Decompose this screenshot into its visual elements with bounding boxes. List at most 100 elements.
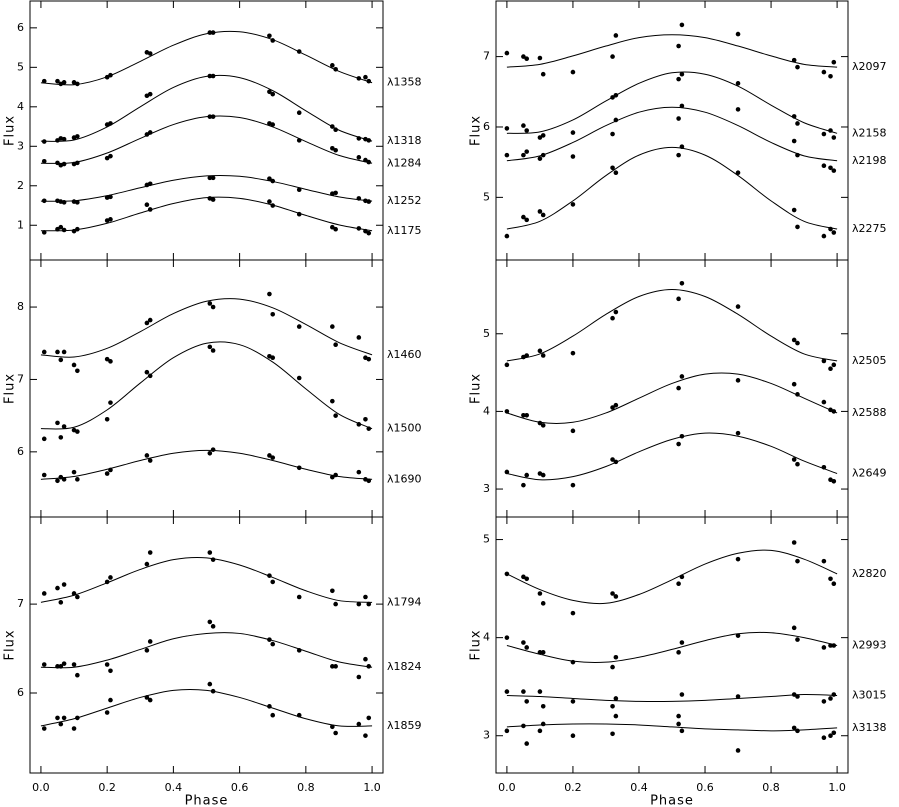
data-point [356, 469, 362, 475]
data-point [333, 664, 338, 669]
data-point [41, 591, 47, 596]
data-point [55, 420, 60, 426]
data-point [795, 340, 800, 346]
data-point [521, 214, 526, 220]
data-point [104, 710, 110, 715]
data-point [270, 355, 276, 361]
fit-curve [506, 288, 838, 362]
data-point [613, 402, 619, 408]
data-point [504, 126, 510, 131]
data-point [828, 696, 833, 701]
data-point [356, 155, 362, 160]
data-point [795, 64, 800, 70]
data-point [356, 136, 362, 141]
data-point [61, 424, 67, 429]
data-point [270, 311, 276, 317]
data-point [679, 728, 685, 734]
data-point [504, 728, 510, 734]
data-point [144, 132, 150, 137]
data-point [210, 175, 216, 181]
data-point [356, 76, 362, 81]
data-point [207, 114, 213, 119]
data-point [791, 114, 797, 119]
data-point [613, 170, 619, 176]
data-point [504, 409, 510, 414]
data-point [270, 203, 276, 208]
data-point [828, 165, 833, 171]
data-point [75, 81, 80, 87]
data-point [521, 152, 526, 158]
data-point [75, 477, 80, 482]
y-tick-label: 5 [483, 533, 490, 546]
data-point [61, 80, 67, 85]
data-point [75, 429, 80, 434]
fit-curve [40, 632, 373, 669]
data-point [296, 324, 302, 329]
data-point [61, 136, 67, 142]
data-point [147, 51, 153, 56]
panel-frame [29, 0, 384, 261]
data-point [296, 375, 302, 381]
data-point [676, 296, 681, 302]
fit-curve [40, 341, 373, 430]
y-axis-label: Flux [3, 629, 18, 660]
data-point [828, 366, 833, 372]
data-point [104, 471, 110, 476]
y-tick-label: 4 [17, 100, 24, 113]
fit-curve [506, 34, 838, 68]
data-point [676, 650, 681, 655]
data-point [207, 175, 213, 181]
data-point [270, 455, 276, 460]
data-point [210, 348, 216, 353]
data-point [821, 69, 827, 75]
data-point [147, 639, 153, 644]
data-point [570, 610, 576, 616]
data-point [147, 181, 153, 187]
data-point [207, 344, 213, 350]
data-point [147, 458, 153, 463]
data-point [363, 228, 368, 234]
data-point [524, 412, 530, 418]
data-point [363, 74, 368, 80]
data-point [104, 662, 110, 667]
fit-curve [506, 694, 838, 703]
data-point [207, 450, 213, 456]
y-tick-label: 7 [483, 50, 490, 63]
data-point [366, 78, 372, 84]
data-point [41, 349, 47, 355]
data-point [679, 144, 685, 149]
data-point [104, 416, 110, 422]
data-point [821, 645, 827, 650]
data-point [828, 643, 833, 648]
data-point [108, 121, 113, 126]
data-point [540, 423, 546, 428]
data-point [41, 472, 47, 478]
data-point [610, 54, 615, 59]
data-point [41, 726, 47, 731]
data-point [366, 356, 372, 362]
data-point [613, 594, 619, 599]
data-point [270, 178, 276, 184]
data-point [270, 38, 276, 43]
data-point [296, 712, 302, 718]
y-tick-label: 4 [483, 404, 490, 417]
data-point [791, 540, 797, 545]
series-label: λ2505 [852, 354, 887, 367]
data-point [735, 694, 741, 699]
data-point [333, 67, 338, 72]
data-point [333, 342, 338, 348]
series-label: λ1284 [387, 156, 422, 169]
series-label: λ1824 [387, 660, 422, 673]
data-point [521, 640, 526, 645]
fit-curve [40, 196, 373, 232]
data-point [610, 165, 615, 171]
data-point [210, 557, 216, 562]
data-point [144, 648, 150, 653]
data-point [75, 226, 80, 232]
data-point [613, 654, 619, 660]
data-point [570, 202, 576, 207]
data-point [613, 117, 619, 123]
data-point [210, 688, 216, 694]
data-point [333, 147, 338, 153]
